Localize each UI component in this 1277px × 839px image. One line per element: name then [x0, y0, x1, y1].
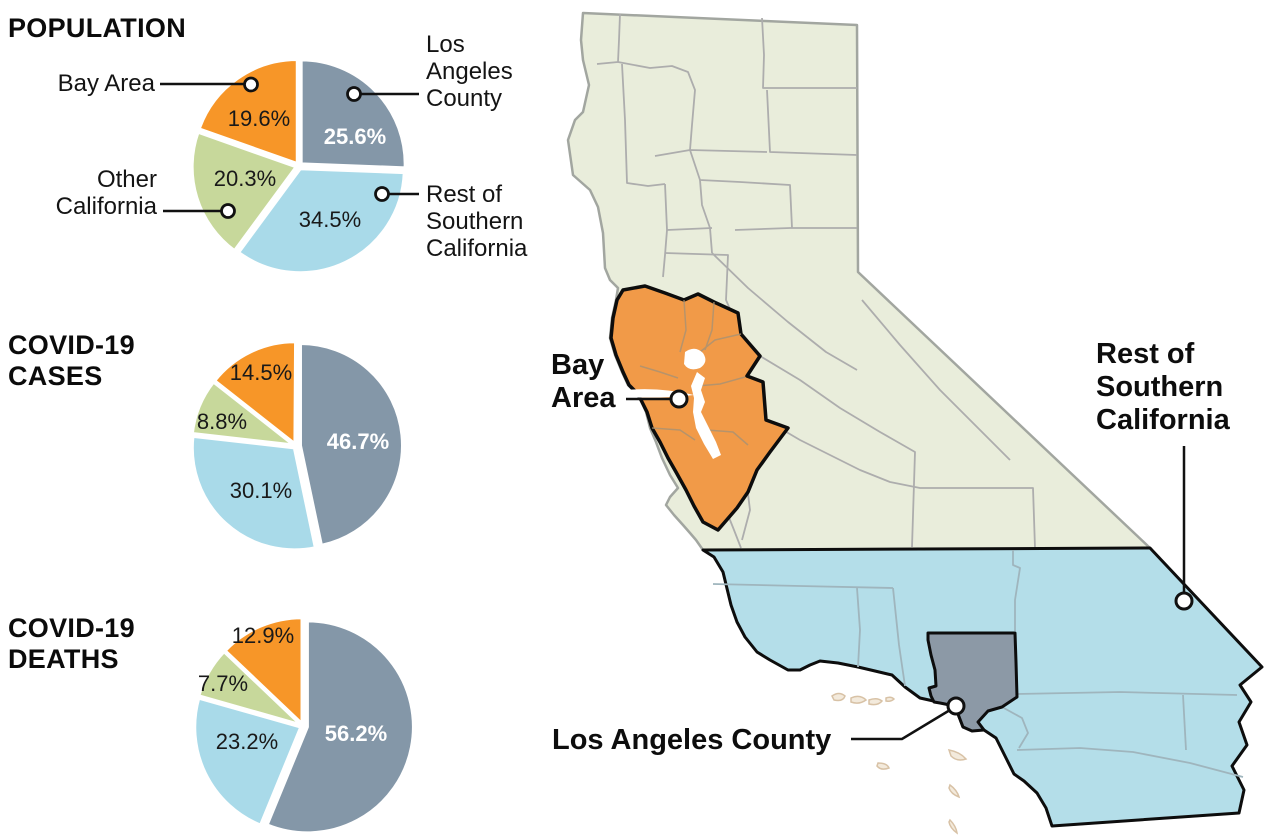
- pie-slice-bay-area: [197, 58, 299, 166]
- island: [947, 749, 968, 761]
- california-map: [566, 11, 1264, 835]
- island: [885, 696, 896, 702]
- island: [868, 697, 884, 706]
- pie-slice-bay-area: [223, 616, 304, 726]
- pie-charts: [190, 58, 415, 835]
- pie-slice-los-angeles-county: [265, 619, 415, 835]
- deaths-title: COVID-19 DEATHS: [8, 613, 135, 674]
- cases-title: COVID-19 CASES: [8, 330, 135, 391]
- marker-other-ca: [220, 203, 236, 219]
- cases-la-county-pct: 46.7%: [326, 429, 390, 454]
- marker-bay-area: [243, 76, 259, 93]
- marker-la-county: [346, 86, 362, 102]
- deaths-other-ca-pct: 7.7%: [197, 671, 249, 696]
- pie-slice-other-california: [197, 650, 303, 727]
- pie-slice-los-angeles-county: [299, 58, 407, 170]
- cases-bay-area-pct: 14.5%: [229, 360, 293, 385]
- map-label-bay-area: Bay Area: [551, 349, 616, 414]
- population-title: POPULATION: [8, 13, 186, 43]
- pie-callout-la-county: Los Angeles County: [426, 31, 513, 112]
- cases-rest-socal-pct: 30.1%: [229, 478, 293, 503]
- pie-slice-rest-of-southern-california: [193, 696, 303, 827]
- county-lines-socal: [712, 550, 1244, 778]
- population-la-county-pct: 25.6%: [323, 124, 387, 149]
- marker-map-rest-socal: [1174, 591, 1194, 611]
- map-label-rest-socal: Rest of Southern California: [1096, 338, 1230, 436]
- pie-slice-other-california: [190, 380, 296, 447]
- cases-other-ca-pct: 8.8%: [196, 409, 248, 434]
- population-rest-socal-pct: 34.5%: [298, 207, 362, 232]
- deaths-bay-area-pct: 12.9%: [231, 623, 295, 648]
- island: [876, 762, 890, 770]
- map-label-la-county: Los Angeles County: [552, 724, 832, 756]
- island: [948, 783, 961, 799]
- pie-slice-los-angeles-county: [298, 342, 404, 547]
- island: [948, 818, 958, 835]
- leader-map-la-county: [851, 708, 951, 741]
- island: [850, 695, 868, 704]
- deaths-rest-socal-pct: 23.2%: [215, 729, 279, 754]
- pie-slice-rest-of-southern-california: [190, 434, 317, 552]
- county-lines-bay: [639, 299, 749, 446]
- pie-callout-other-california: Other California: [55, 166, 157, 220]
- deaths-la-county-pct: 56.2%: [324, 721, 388, 746]
- callout-markers: [220, 76, 1194, 716]
- island: [831, 692, 846, 702]
- population-other-ca-pct: 20.3%: [213, 166, 277, 191]
- marker-map-la-county: [946, 696, 966, 716]
- marker-rest-socal: [374, 186, 390, 202]
- channel-islands: [831, 692, 968, 835]
- pie-slice-bay-area: [213, 340, 298, 446]
- pie-callout-bay-area: Bay Area: [57, 70, 155, 97]
- pie-slice-rest-of-southern-california: [237, 167, 406, 275]
- county-lines-north: [596, 13, 1036, 549]
- population-bay-area-pct: 19.6%: [227, 106, 291, 131]
- pie-callout-rest-socal: Rest of Southern California: [426, 181, 528, 262]
- callout-leaders: [160, 82, 1186, 741]
- pie-slice-other-california: [190, 130, 298, 253]
- marker-map-bay-area: [669, 389, 689, 409]
